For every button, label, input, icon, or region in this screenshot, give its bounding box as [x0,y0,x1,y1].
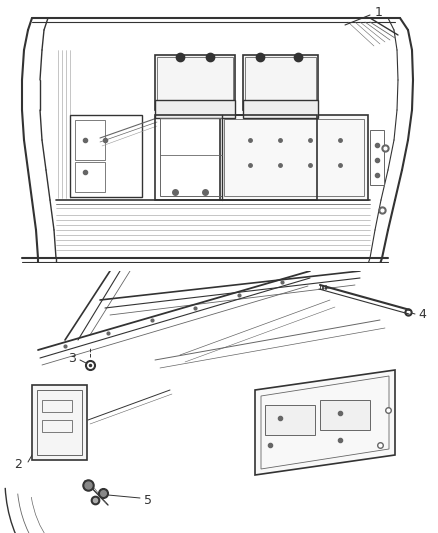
Text: 2: 2 [14,458,22,472]
Bar [320,400,370,430]
Bar [160,118,222,196]
Bar [37,390,82,455]
Bar [220,115,368,200]
Bar [155,55,235,110]
Bar [265,405,315,435]
Bar [155,115,317,200]
Bar [0,0,438,265]
Bar [75,162,105,192]
Bar [75,120,105,160]
Bar [0,271,438,533]
Polygon shape [255,370,395,475]
Bar [32,385,87,460]
Bar [245,57,316,108]
Bar [0,263,438,271]
Bar [224,119,364,196]
Text: 5: 5 [144,494,152,506]
Bar [243,100,318,118]
Bar [42,400,72,412]
Bar [243,55,318,110]
Text: 1: 1 [375,5,383,19]
Bar [370,130,384,185]
Bar [42,420,72,432]
Text: 4: 4 [418,309,426,321]
Text: 3: 3 [68,351,76,365]
Bar [155,100,235,118]
Bar [0,265,438,533]
Bar [70,115,142,197]
Bar [157,57,233,108]
